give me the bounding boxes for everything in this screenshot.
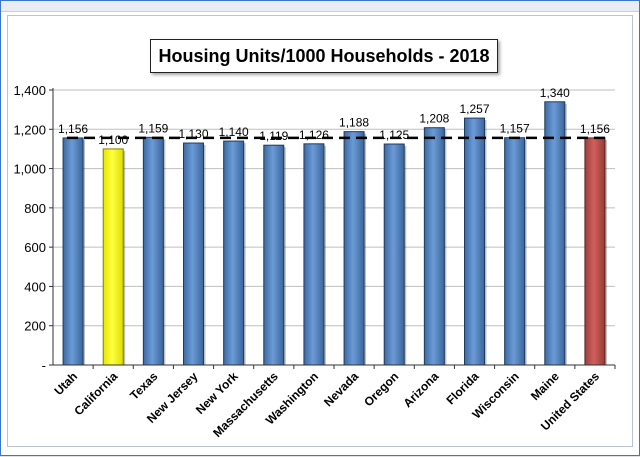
bar-new-york: [223, 140, 245, 366]
data-label: 1,157: [500, 122, 530, 136]
x-tick-label: Florida: [443, 369, 481, 407]
data-label: 1,126: [299, 128, 329, 142]
data-label: 1,156: [58, 122, 88, 136]
y-tick-label: 1,000: [13, 162, 46, 177]
bar-wisconsin: [504, 137, 526, 366]
data-label: 1,100: [98, 133, 128, 147]
bar-utah: [62, 137, 84, 366]
bar-texas: [142, 136, 164, 366]
x-tick-label: California: [71, 369, 120, 418]
y-tick-label: 200: [24, 319, 46, 334]
bar-oregon: [383, 143, 405, 366]
data-label: 1,188: [339, 116, 369, 130]
data-label: 1,156: [580, 122, 610, 136]
data-label: 1,208: [419, 112, 449, 126]
data-label: 1,130: [178, 127, 208, 141]
data-label: 1,119: [259, 129, 288, 143]
y-tick-label: -: [42, 358, 46, 373]
x-tick-label: Utah: [51, 369, 80, 398]
x-tick-label: Nevada: [321, 369, 361, 409]
y-tick-label: 800: [24, 201, 46, 216]
y-tick-label: 1,200: [13, 122, 46, 137]
bar-arizona: [423, 127, 445, 366]
chart-title-box: Housing Units/1000 Households - 2018: [150, 39, 498, 73]
data-label: 1,340: [540, 86, 570, 100]
data-label: 1,257: [459, 102, 489, 116]
bar-florida: [464, 117, 485, 366]
bar-nevada: [343, 131, 365, 366]
x-tick-label: Maine: [528, 369, 562, 403]
x-tick-label: Arizona: [400, 369, 441, 410]
x-tick-label: Oregon: [361, 369, 401, 409]
bar-massachusetts: [263, 144, 285, 366]
chart-title: Housing Units/1000 Households - 2018: [158, 45, 490, 66]
y-tick-label: 600: [24, 240, 46, 255]
bar-california: [102, 148, 124, 366]
bar-maine: [544, 101, 566, 366]
window-top-strip: [1, 1, 639, 12]
x-tick-label: Texas: [127, 369, 161, 403]
bar-washington: [303, 143, 325, 366]
y-tick-label: 400: [24, 279, 46, 294]
y-tick-label: 1,400: [13, 83, 46, 98]
data-label: 1,159: [138, 121, 168, 135]
bar-new-jersey: [183, 142, 204, 366]
data-label: 1,125: [379, 128, 409, 142]
bar-united-states: [584, 137, 606, 366]
data-label: 1,140: [219, 125, 249, 139]
